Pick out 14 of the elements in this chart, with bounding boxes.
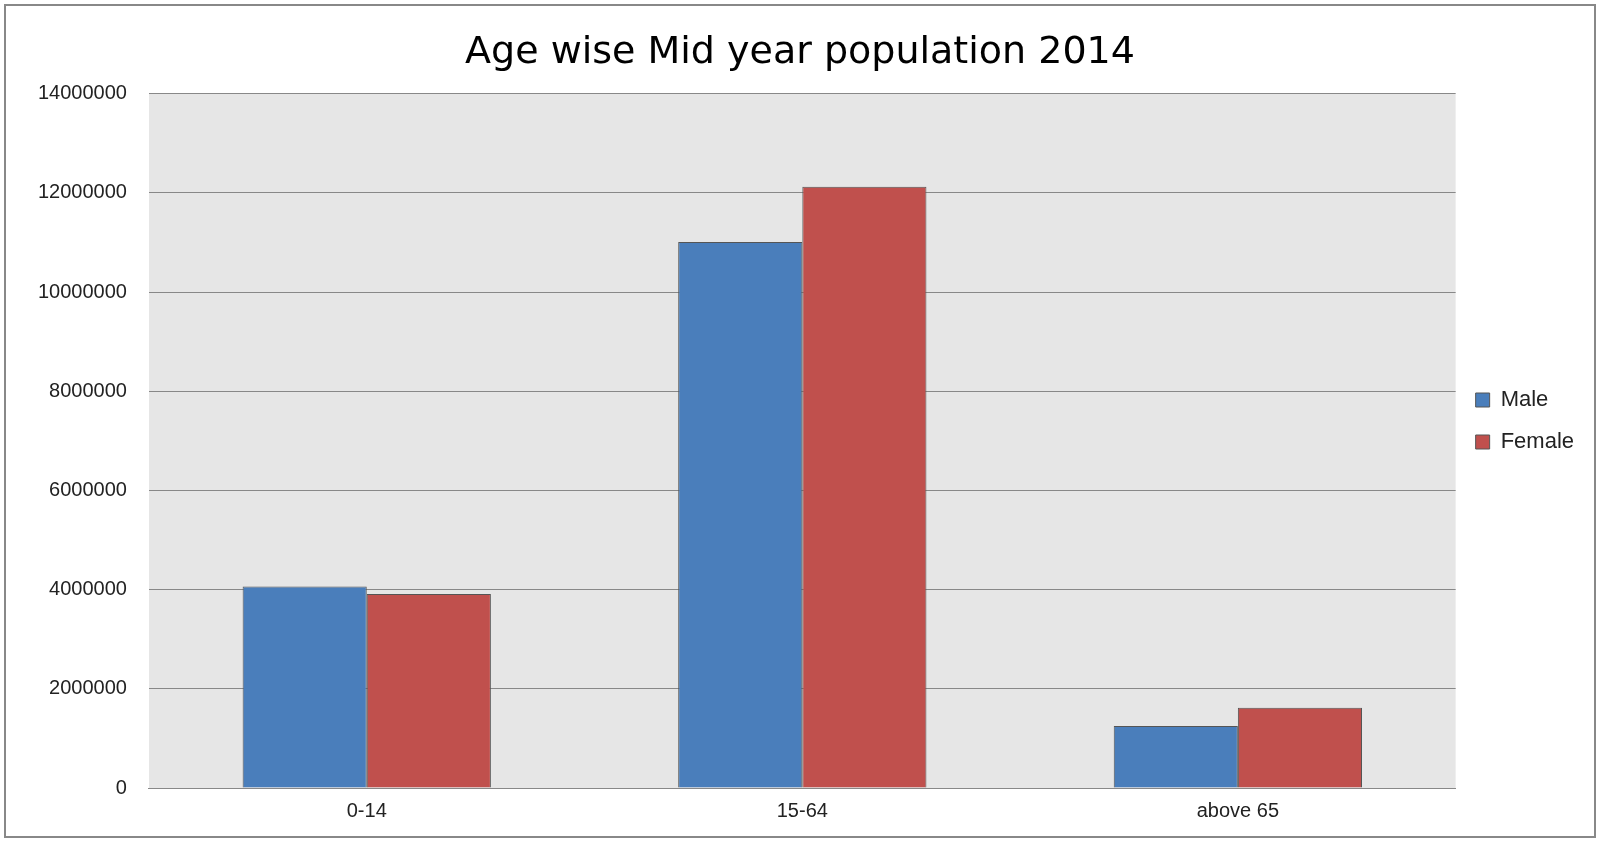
y-tick-label: 8000000 xyxy=(49,378,127,401)
legend-label: Female xyxy=(1500,428,1574,454)
x-tick-label: above 65 xyxy=(1196,798,1280,821)
y-tick-label: 12000000 xyxy=(38,180,127,203)
x-tick-label: 15-64 xyxy=(776,798,828,821)
x-tick-label: 0-14 xyxy=(346,798,387,821)
y-tick-label: 14000000 xyxy=(38,81,127,104)
chart-title: Age wise Mid year population 2014 xyxy=(465,27,1135,72)
legend-label: Male xyxy=(1500,386,1549,412)
y-tick-label: 0 xyxy=(115,775,127,798)
y-tick-label: 10000000 xyxy=(38,279,127,302)
y-tick-label: 4000000 xyxy=(49,577,127,600)
y-tick-label: 6000000 xyxy=(49,477,127,500)
y-tick-label: 2000000 xyxy=(49,676,127,699)
